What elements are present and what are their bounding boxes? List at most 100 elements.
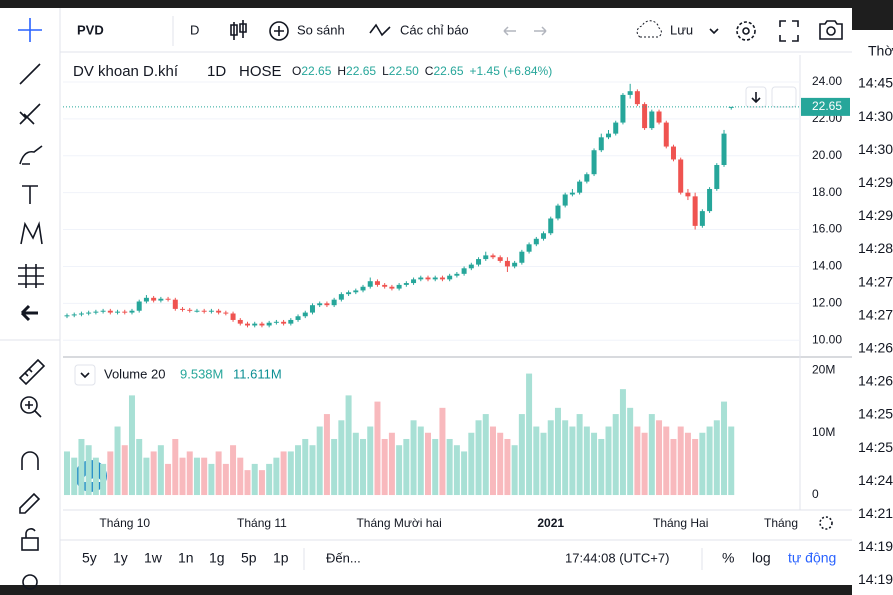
eye-tool[interactable] — [22, 574, 38, 590]
time-entry: 14:19 — [858, 571, 893, 587]
collapse-button[interactable] — [74, 364, 96, 386]
candle-body — [237, 319, 243, 324]
volume-bar — [114, 426, 121, 496]
volume-bar — [468, 432, 475, 496]
volume-bar — [251, 463, 258, 496]
candle-body — [100, 310, 106, 312]
candle-body — [389, 286, 395, 289]
candle-body — [187, 309, 193, 311]
candle-body — [476, 259, 482, 265]
candle-body — [230, 313, 236, 320]
volume-bar — [497, 432, 504, 496]
candle-body — [360, 286, 366, 291]
candle-body — [353, 290, 359, 293]
indicators[interactable]: Các chỉ báo — [400, 22, 469, 37]
volume-bar — [280, 451, 287, 496]
range-button[interactable]: 1w — [144, 550, 163, 566]
lock-tool[interactable] — [21, 537, 39, 551]
ruler-tool[interactable] — [18, 358, 46, 386]
candle-body — [115, 311, 121, 313]
candle-body — [288, 319, 294, 324]
volume-bar — [273, 457, 280, 496]
candle-body — [439, 277, 445, 280]
time-entry: 14:45 — [858, 75, 893, 91]
symbol[interactable]: PVD — [77, 22, 104, 37]
ohlc-value: 22.50 — [389, 64, 419, 78]
candle-body — [252, 323, 258, 326]
zoom-tool[interactable] — [20, 396, 38, 414]
auto-toggle[interactable]: tự động — [788, 550, 836, 566]
range-button[interactable]: 1y — [113, 550, 128, 566]
range-button[interactable]: 1n — [178, 550, 194, 566]
axis-settings[interactable] — [819, 516, 833, 530]
line-tool[interactable] — [19, 63, 41, 85]
volume-bar — [172, 438, 179, 496]
back-tool[interactable] — [20, 304, 38, 322]
y-tick-label: 16.00 — [812, 222, 842, 236]
volume-bar — [461, 451, 468, 496]
lock-shackle — [25, 528, 36, 538]
undo-redo[interactable] — [503, 26, 547, 36]
settings-icon-center — [742, 27, 750, 35]
candle-body — [93, 311, 99, 313]
lock-draw-tool[interactable] — [19, 492, 41, 514]
text-tool[interactable] — [22, 185, 38, 204]
crosshair-tool[interactable] — [18, 18, 42, 42]
volume-bar — [627, 407, 634, 496]
volume-bar — [417, 426, 424, 496]
volume-bar — [475, 420, 482, 496]
pattern-tool[interactable] — [20, 221, 43, 245]
fib-tool[interactable] — [19, 103, 41, 125]
volume-bar — [215, 451, 222, 496]
last-price-box — [801, 97, 850, 116]
range-button[interactable]: 5y — [82, 550, 97, 566]
candle-body — [432, 277, 438, 280]
interval[interactable]: D — [190, 22, 199, 37]
compare[interactable]: So sánh — [297, 22, 345, 37]
volume-bar — [128, 395, 135, 496]
indicator-icon[interactable] — [369, 23, 391, 37]
forecast-tool[interactable] — [18, 264, 44, 288]
candle-body — [418, 277, 424, 280]
candle-body — [728, 106, 734, 108]
compare-icon[interactable] — [269, 21, 289, 41]
ohlc-value: 22.65 — [346, 64, 376, 78]
candle-body — [165, 298, 171, 300]
candle-body — [461, 268, 467, 274]
last-price-label: 22.65 — [812, 99, 842, 113]
snapshot-icon[interactable] — [819, 20, 843, 40]
chart-type-icon[interactable] — [230, 20, 247, 40]
save[interactable]: Lưu — [670, 22, 693, 37]
range-button[interactable]: 1p — [273, 550, 289, 566]
reset-button[interactable] — [771, 86, 797, 108]
candle-body — [663, 122, 669, 147]
volume-bar — [612, 414, 619, 496]
range-button[interactable]: 1g — [209, 550, 225, 566]
y-tick-label: 10.00 — [812, 332, 842, 346]
magnet-tool[interactable] — [21, 451, 39, 470]
volume-bar — [222, 463, 229, 496]
candle-body — [678, 159, 684, 193]
volume-bar — [562, 420, 569, 496]
settings-icon[interactable] — [736, 21, 756, 41]
candle-body — [447, 275, 453, 280]
goto-date[interactable]: Đến... — [326, 550, 361, 565]
log-toggle[interactable]: log — [752, 550, 771, 566]
volume-bar — [576, 414, 583, 496]
candle-body — [454, 273, 460, 276]
candle-body — [569, 192, 575, 195]
volume-bar — [374, 401, 381, 496]
brush-tool[interactable] — [19, 145, 43, 165]
candle-body — [425, 277, 431, 280]
right-panel — [852, 30, 893, 595]
save-caret[interactable] — [709, 28, 719, 35]
volume-bar — [504, 438, 511, 496]
fullscreen-icon[interactable] — [779, 20, 799, 42]
y-tick-label: 0 — [812, 487, 819, 501]
percent-toggle[interactable]: % — [722, 550, 734, 566]
volume-bar — [569, 426, 576, 496]
cloud-icon[interactable] — [636, 20, 662, 38]
range-button[interactable]: 5p — [241, 550, 257, 566]
time-entry: 14:27 — [858, 273, 893, 289]
candle-body — [129, 310, 135, 313]
